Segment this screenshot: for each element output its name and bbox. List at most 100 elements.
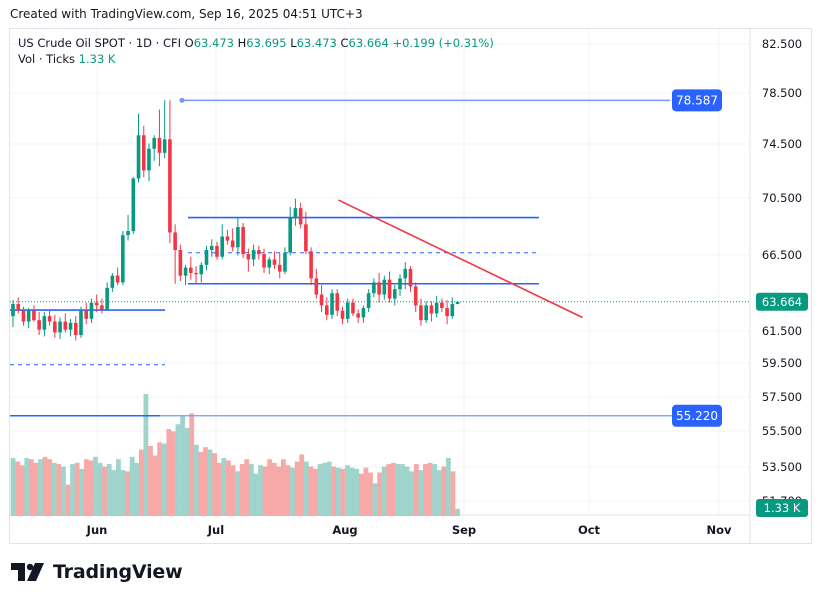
- volume-bar: [244, 459, 250, 516]
- time-tick-Jun: Jun: [86, 523, 108, 537]
- volume-bar: [88, 460, 94, 516]
- time-tick-Oct: Oct: [578, 523, 601, 537]
- volume-bar: [189, 413, 195, 516]
- time-tick-Aug: Aug: [332, 523, 357, 537]
- last-price-label: 63.664: [762, 295, 802, 309]
- candle-body: [345, 302, 350, 319]
- volume-bar: [436, 470, 442, 516]
- volume-bar: [19, 465, 25, 516]
- candle-body: [325, 305, 329, 315]
- volume-bar: [120, 470, 126, 516]
- volume-bar: [409, 471, 415, 516]
- volume-bar: [129, 456, 135, 516]
- volume-bar: [390, 462, 396, 516]
- volume-bar: [445, 458, 451, 516]
- volume-bar: [65, 484, 71, 516]
- volume-bar: [47, 459, 53, 516]
- candle-body: [377, 282, 381, 295]
- volume-bar: [226, 460, 231, 516]
- volume-bar: [33, 462, 39, 516]
- candle-body: [126, 231, 130, 236]
- candle-body: [53, 321, 57, 333]
- volume-bar: [322, 462, 328, 516]
- candle-body: [199, 264, 204, 275]
- high-level-anchor: [179, 97, 185, 103]
- candle-body: [89, 302, 94, 319]
- candle-body: [131, 178, 136, 232]
- volume-bar: [258, 465, 263, 516]
- volume-bar: [413, 464, 419, 516]
- volume-bar: [161, 443, 167, 516]
- volume-bar: [111, 470, 117, 516]
- volume-bar: [368, 472, 373, 516]
- candle-body: [194, 272, 198, 275]
- candle-body: [283, 252, 287, 272]
- price-tick-55.500: 55.500: [762, 424, 802, 438]
- volume-bar: [51, 462, 57, 516]
- volume-bar: [180, 415, 185, 516]
- low-level-badge-bg: [672, 404, 722, 427]
- volume-bar: [70, 464, 75, 516]
- candle-body: [382, 279, 387, 295]
- candle-body: [330, 293, 334, 315]
- volume-bar: [74, 462, 80, 516]
- volume-axis-label: 1.33 K: [764, 501, 801, 515]
- candle-body: [298, 208, 303, 225]
- candle-body: [121, 235, 125, 283]
- candle-body: [251, 250, 256, 260]
- volume-bar: [171, 431, 176, 516]
- volume-bar: [157, 442, 163, 516]
- volume-bar: [207, 449, 213, 516]
- low-value: 63.473: [296, 36, 337, 50]
- candle-body: [68, 322, 73, 330]
- volume-bar: [15, 461, 20, 516]
- volume-bar: [248, 464, 254, 516]
- candle-body: [424, 305, 428, 321]
- trend-line: [338, 199, 583, 319]
- drawing-lines[interactable]: [10, 97, 750, 417]
- volume-bar: [335, 467, 341, 516]
- price-axis: 82.500 78.500 74.500 70.500 66.500 61.500 59.5…: [672, 37, 808, 517]
- volume-bar: [138, 449, 144, 516]
- volume-bars: [10, 394, 460, 516]
- candle-body: [63, 321, 68, 330]
- volume-bar: [395, 464, 401, 516]
- candle-body: [105, 287, 109, 310]
- volume-bar: [253, 473, 259, 516]
- volume-bar: [184, 427, 190, 516]
- candle-body: [455, 301, 460, 304]
- candle-body: [26, 310, 31, 322]
- candle-body: [246, 254, 251, 260]
- candle-body: [387, 279, 392, 299]
- candle-body: [309, 251, 313, 279]
- candle-body: [152, 137, 157, 149]
- candle-body: [445, 308, 449, 317]
- last-price-label-bg: [756, 292, 808, 311]
- candle-body: [21, 310, 26, 322]
- open-label: O: [184, 36, 194, 50]
- chart-frame[interactable]: [9, 28, 812, 544]
- volume-bar: [143, 394, 149, 516]
- volume-bar: [116, 459, 121, 516]
- volume-axis-label-bg: [756, 499, 808, 517]
- candle-body: [209, 245, 214, 250]
- volume-bar: [271, 462, 277, 516]
- volume-bar: [216, 462, 222, 516]
- low-label: L: [290, 36, 297, 50]
- tradingview-logo[interactable]: TradingView: [11, 561, 183, 583]
- volume-value: 1.33 K: [78, 52, 116, 66]
- price-tick-74.500: 74.500: [762, 137, 802, 151]
- volume-bar: [303, 461, 309, 516]
- candle-body: [361, 308, 366, 318]
- candle-body: [356, 313, 360, 318]
- candle-body: [440, 302, 444, 309]
- volume-bar: [308, 466, 314, 516]
- candle-body: [398, 278, 402, 290]
- volume-bar: [285, 465, 291, 516]
- volume-bar: [372, 483, 378, 516]
- volume-bar: [24, 458, 30, 516]
- volume-bar: [432, 464, 438, 516]
- volume-bar: [198, 451, 204, 516]
- volume-bar: [377, 472, 383, 516]
